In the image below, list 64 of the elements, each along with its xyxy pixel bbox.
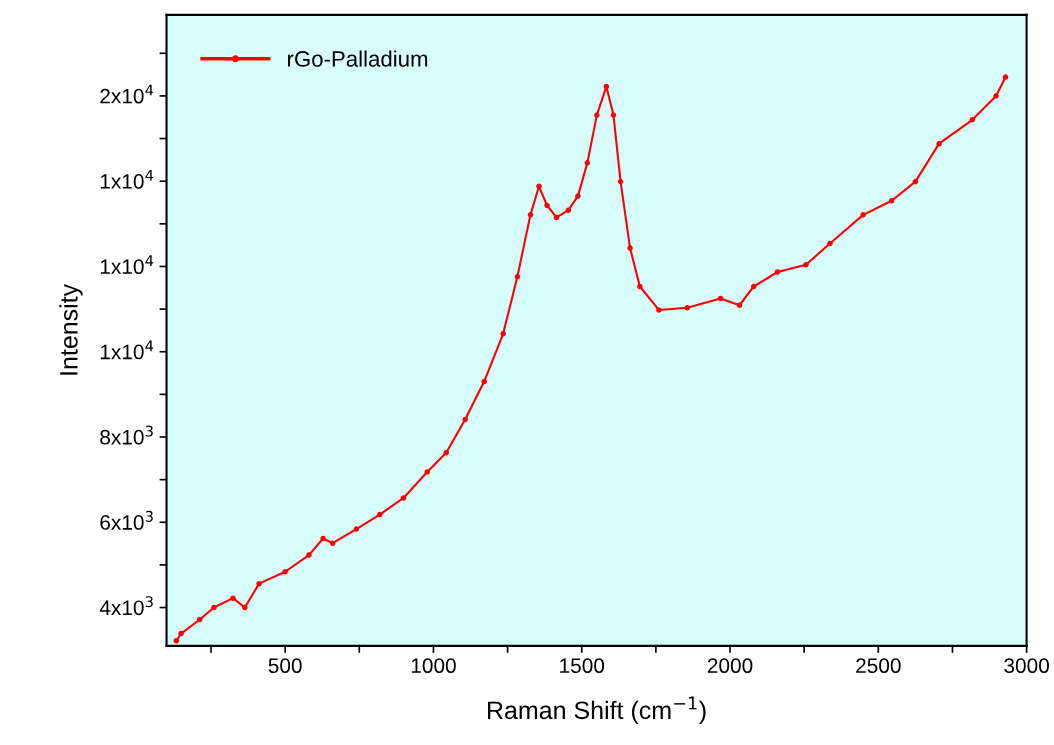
y-tick-label: 6x10$^{3}$ (100, 510, 153, 530)
y-tick-label: 1x10$^{4}$ (100, 255, 154, 275)
point (912, 178, 919, 185)
point (617, 178, 624, 185)
point (527, 212, 534, 218)
point (320, 535, 326, 542)
point (443, 449, 449, 456)
point (242, 604, 248, 611)
point (803, 261, 809, 268)
point (544, 202, 550, 209)
point (424, 469, 430, 475)
point (827, 240, 833, 247)
point (376, 511, 383, 518)
point (774, 269, 781, 275)
x-tick-label: 500 (268, 658, 302, 674)
x-tick-label: 2500 (856, 658, 901, 674)
point (462, 416, 468, 423)
point (553, 214, 560, 221)
point (610, 112, 617, 118)
point (536, 183, 542, 190)
y-tick-label: 1x10$^{4}$ (100, 340, 154, 360)
point (575, 193, 581, 199)
point (888, 198, 895, 204)
point (256, 580, 262, 587)
point (211, 604, 217, 611)
x-tick-label: 2000 (707, 658, 753, 674)
point (196, 616, 203, 623)
y-tick-label: 1x10$^{4}$ (100, 169, 154, 189)
point (514, 273, 521, 280)
point (282, 568, 288, 575)
y-tick-label: 4x10$^{3}$ (99, 596, 153, 616)
point (178, 630, 184, 637)
point (481, 378, 487, 385)
x-tick-label: 3000 (1004, 658, 1049, 674)
point (684, 305, 691, 311)
x-axis-title: Raman Shift (cm$^{−1}$) (487, 696, 706, 725)
point (736, 302, 743, 309)
point (329, 540, 336, 546)
y-axis-title: Intensity (59, 283, 83, 375)
point (717, 295, 724, 302)
point (627, 245, 633, 251)
point (584, 160, 591, 166)
point (594, 112, 600, 118)
point (969, 117, 976, 123)
point (860, 212, 866, 218)
point (936, 140, 942, 147)
point (306, 552, 312, 558)
x-tick-label: 1500 (560, 658, 605, 674)
point (656, 307, 662, 313)
point (993, 93, 999, 99)
point (637, 283, 643, 290)
point (400, 495, 407, 501)
y-tick-label: 2x10$^{4}$ (100, 84, 154, 104)
point (565, 207, 572, 213)
x-tick-label: 1000 (411, 658, 456, 674)
y-tick-label: 8x10$^{3}$ (100, 425, 153, 445)
point (353, 526, 360, 532)
point (230, 595, 236, 601)
point (1002, 74, 1009, 80)
point (173, 638, 180, 644)
legend-label: rGo-Palladium (288, 50, 428, 67)
point (750, 283, 757, 290)
point (500, 331, 506, 337)
point (603, 83, 610, 90)
